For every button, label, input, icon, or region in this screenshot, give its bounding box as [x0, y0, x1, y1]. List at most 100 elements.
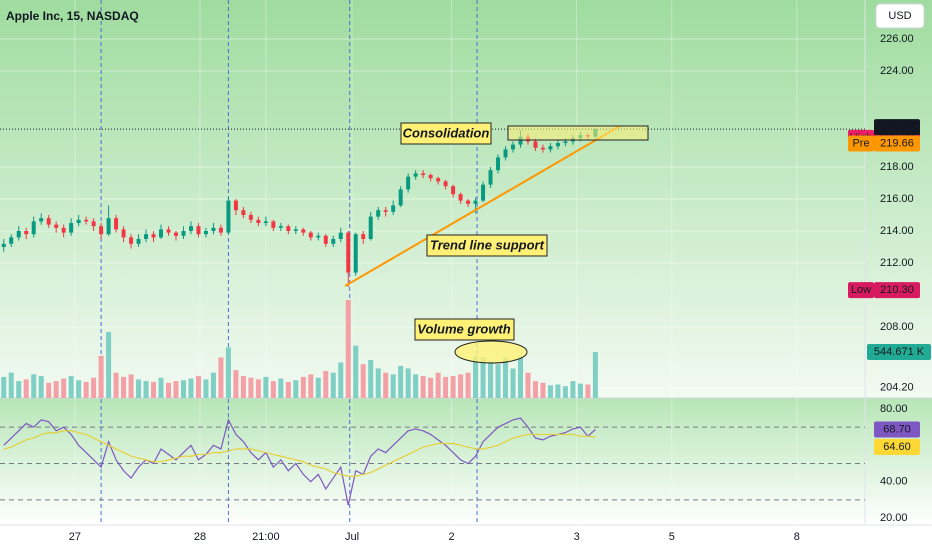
annotation: Volume growth [417, 321, 510, 336]
volume-bar [413, 374, 419, 398]
candle-body [398, 189, 403, 206]
candle-body [428, 175, 433, 179]
candle-body [9, 237, 14, 244]
volume-bar [248, 377, 254, 398]
badge-name-bg [848, 135, 874, 152]
volume-bar [263, 376, 269, 398]
volume-bar [1, 376, 7, 398]
volume-bar [562, 386, 568, 398]
candle-body [76, 219, 81, 223]
volume-bar [547, 385, 553, 398]
candle-body [443, 181, 448, 187]
candle-body [368, 216, 373, 239]
volume-bar [525, 372, 531, 398]
candle-body [503, 149, 508, 158]
currency-button[interactable] [875, 3, 925, 29]
volume-bar [121, 376, 127, 398]
volume-bar [180, 380, 186, 398]
candle-body [511, 144, 516, 150]
volume-bar [405, 368, 411, 398]
volume-bar [68, 376, 74, 398]
candle-body [271, 221, 276, 228]
candle-body [451, 186, 456, 195]
candle-body [84, 219, 89, 222]
volume-bar [46, 382, 52, 398]
candle-body [1, 243, 6, 247]
volume-bar [151, 381, 157, 398]
volume-bar [330, 372, 336, 398]
badge-bg [874, 282, 920, 299]
candle-body [196, 226, 201, 235]
annotation: Trend line support [430, 237, 545, 252]
candle-body [421, 173, 426, 176]
annotation-box [414, 318, 515, 341]
badge-value: 68.70 [883, 423, 911, 435]
volume-bar [375, 368, 381, 398]
volume-bar [293, 380, 299, 398]
x-tick-label: 28 [194, 531, 206, 543]
candle-body [466, 200, 471, 204]
candle-body [46, 218, 51, 225]
candle-body [383, 210, 388, 212]
candle-body [166, 229, 171, 233]
volume-bar [480, 357, 486, 398]
x-tick-label: 21:00 [252, 531, 280, 543]
volume-bar [428, 377, 434, 398]
candle-body [99, 226, 104, 235]
trend-line [344, 125, 621, 287]
candle-body [361, 234, 366, 239]
volume-bar [53, 381, 59, 398]
candle-body [331, 238, 336, 244]
annotation-box [400, 122, 492, 145]
candle-body [548, 146, 553, 150]
y-tick-label: 216.00 [880, 193, 914, 205]
candle-body [308, 232, 313, 238]
volume-bar [188, 378, 194, 398]
candle-body [406, 176, 411, 190]
badge-value: 210.30 [880, 284, 914, 296]
volume-bar [458, 374, 464, 398]
volume-bar [323, 370, 329, 398]
candle-body [226, 200, 231, 233]
volume-ellipse [454, 340, 528, 364]
candle-body [211, 227, 216, 231]
volume-bar [285, 381, 291, 398]
volume-bar [338, 362, 344, 398]
candle-body [353, 234, 358, 273]
candle-body [496, 157, 501, 171]
volume-bar [233, 370, 239, 398]
badge-bg [867, 343, 931, 360]
badge-name-bg [848, 282, 874, 299]
candle-body [159, 229, 164, 238]
volume-bar [390, 374, 396, 398]
candle-body [286, 226, 291, 231]
volume-bar [106, 332, 112, 398]
rsi-line [3, 417, 596, 506]
x-tick-label: 27 [69, 531, 81, 543]
volume-bar [113, 372, 119, 398]
candle-body [233, 200, 238, 211]
volume-bar [465, 372, 471, 398]
badge-bg [874, 421, 920, 438]
x-tick-label: 3 [574, 531, 580, 543]
volume-bar [450, 376, 456, 398]
candle-body [218, 227, 223, 233]
volume-bar [143, 381, 149, 398]
candle-body [91, 221, 96, 227]
volume-bar [218, 357, 224, 398]
x-tick-label: 8 [794, 531, 800, 543]
candle-body [263, 221, 268, 223]
y-tick-label: 204.20 [880, 382, 914, 394]
volume-bar [225, 347, 231, 398]
candle-body [555, 143, 560, 147]
candle-body [316, 235, 321, 238]
volume-bar [510, 368, 516, 398]
currency-label[interactable]: USD [888, 10, 911, 22]
candle-body [144, 234, 149, 239]
candle-body [181, 230, 186, 236]
badge-value: 64.60 [883, 441, 911, 453]
volume-bar [76, 380, 82, 398]
candle-body [31, 221, 36, 235]
volume-bar [503, 357, 509, 398]
volume-bar [16, 381, 22, 398]
